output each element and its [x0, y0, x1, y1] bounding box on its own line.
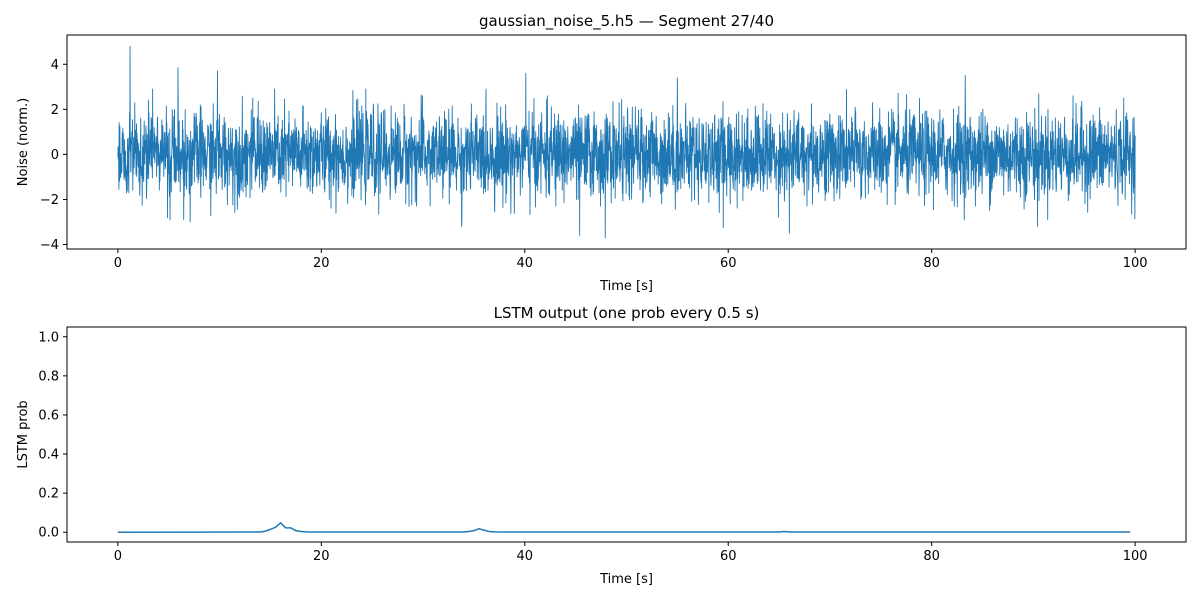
lstm-x-tick-label: 80 [923, 549, 940, 564]
lstm-y-tick-label: 0.6 [38, 408, 59, 423]
lstm-x-tick-label: 60 [720, 549, 737, 564]
noise-x-axis-label: Time [s] [599, 279, 653, 294]
noise-x-tick-label: 60 [720, 256, 737, 271]
noise-y-axis-label: Noise (norm.) [16, 98, 31, 186]
noise-y-tick-label: −4 [40, 238, 59, 253]
lstm-y-tick-label: 0.0 [38, 526, 59, 541]
noise-subplot-title: gaussian_noise_5.h5 — Segment 27/40 [479, 12, 774, 31]
noise-subplot: gaussian_noise_5.h5 — Segment 27/40 Time… [16, 12, 1187, 294]
noise-y-tick-label: 2 [51, 103, 59, 118]
lstm-y-tick-label: 1.0 [38, 330, 59, 345]
noise-plot-area [117, 45, 1136, 239]
noise-x-tick-label: 20 [313, 256, 330, 271]
lstm-axes-frame [66, 326, 1187, 543]
noise-series-line [117, 45, 1136, 239]
lstm-x-tick-label: 100 [1123, 549, 1148, 564]
noise-y-tick-label: 4 [51, 58, 59, 73]
noise-y-tick-label: 0 [51, 148, 59, 163]
lstm-x-tick-label: 40 [516, 549, 533, 564]
noise-x-tick-label: 40 [516, 256, 533, 271]
noise-x-tick-label: 0 [114, 256, 122, 271]
noise-x-tick-label: 80 [923, 256, 940, 271]
lstm-subplot-title: LSTM output (one prob every 0.5 s) [494, 304, 760, 322]
lstm-series-line [117, 522, 1131, 533]
noise-x-tick-label: 100 [1123, 256, 1148, 271]
lstm-subplot: LSTM output (one prob every 0.5 s) Time … [16, 304, 1187, 587]
lstm-y-axis-label: LSTM prob [16, 400, 31, 468]
lstm-plot-area [117, 522, 1131, 533]
noise-ticks: 0 20 40 60 80 100 −4 −2 0 2 4 [40, 58, 1148, 271]
lstm-x-tick-label: 20 [313, 549, 330, 564]
lstm-y-tick-label: 0.2 [38, 487, 59, 502]
noise-y-tick-label: −2 [40, 193, 59, 208]
lstm-x-axis-label: Time [s] [599, 572, 653, 587]
noise-axes-frame [66, 34, 1187, 250]
lstm-ticks: 0 20 40 60 80 100 0.0 0.2 0.4 0.6 0.8 1.0 [38, 330, 1147, 564]
lstm-x-tick-label: 0 [114, 549, 122, 564]
lstm-y-tick-label: 0.8 [38, 369, 59, 384]
lstm-y-tick-label: 0.4 [38, 448, 59, 463]
